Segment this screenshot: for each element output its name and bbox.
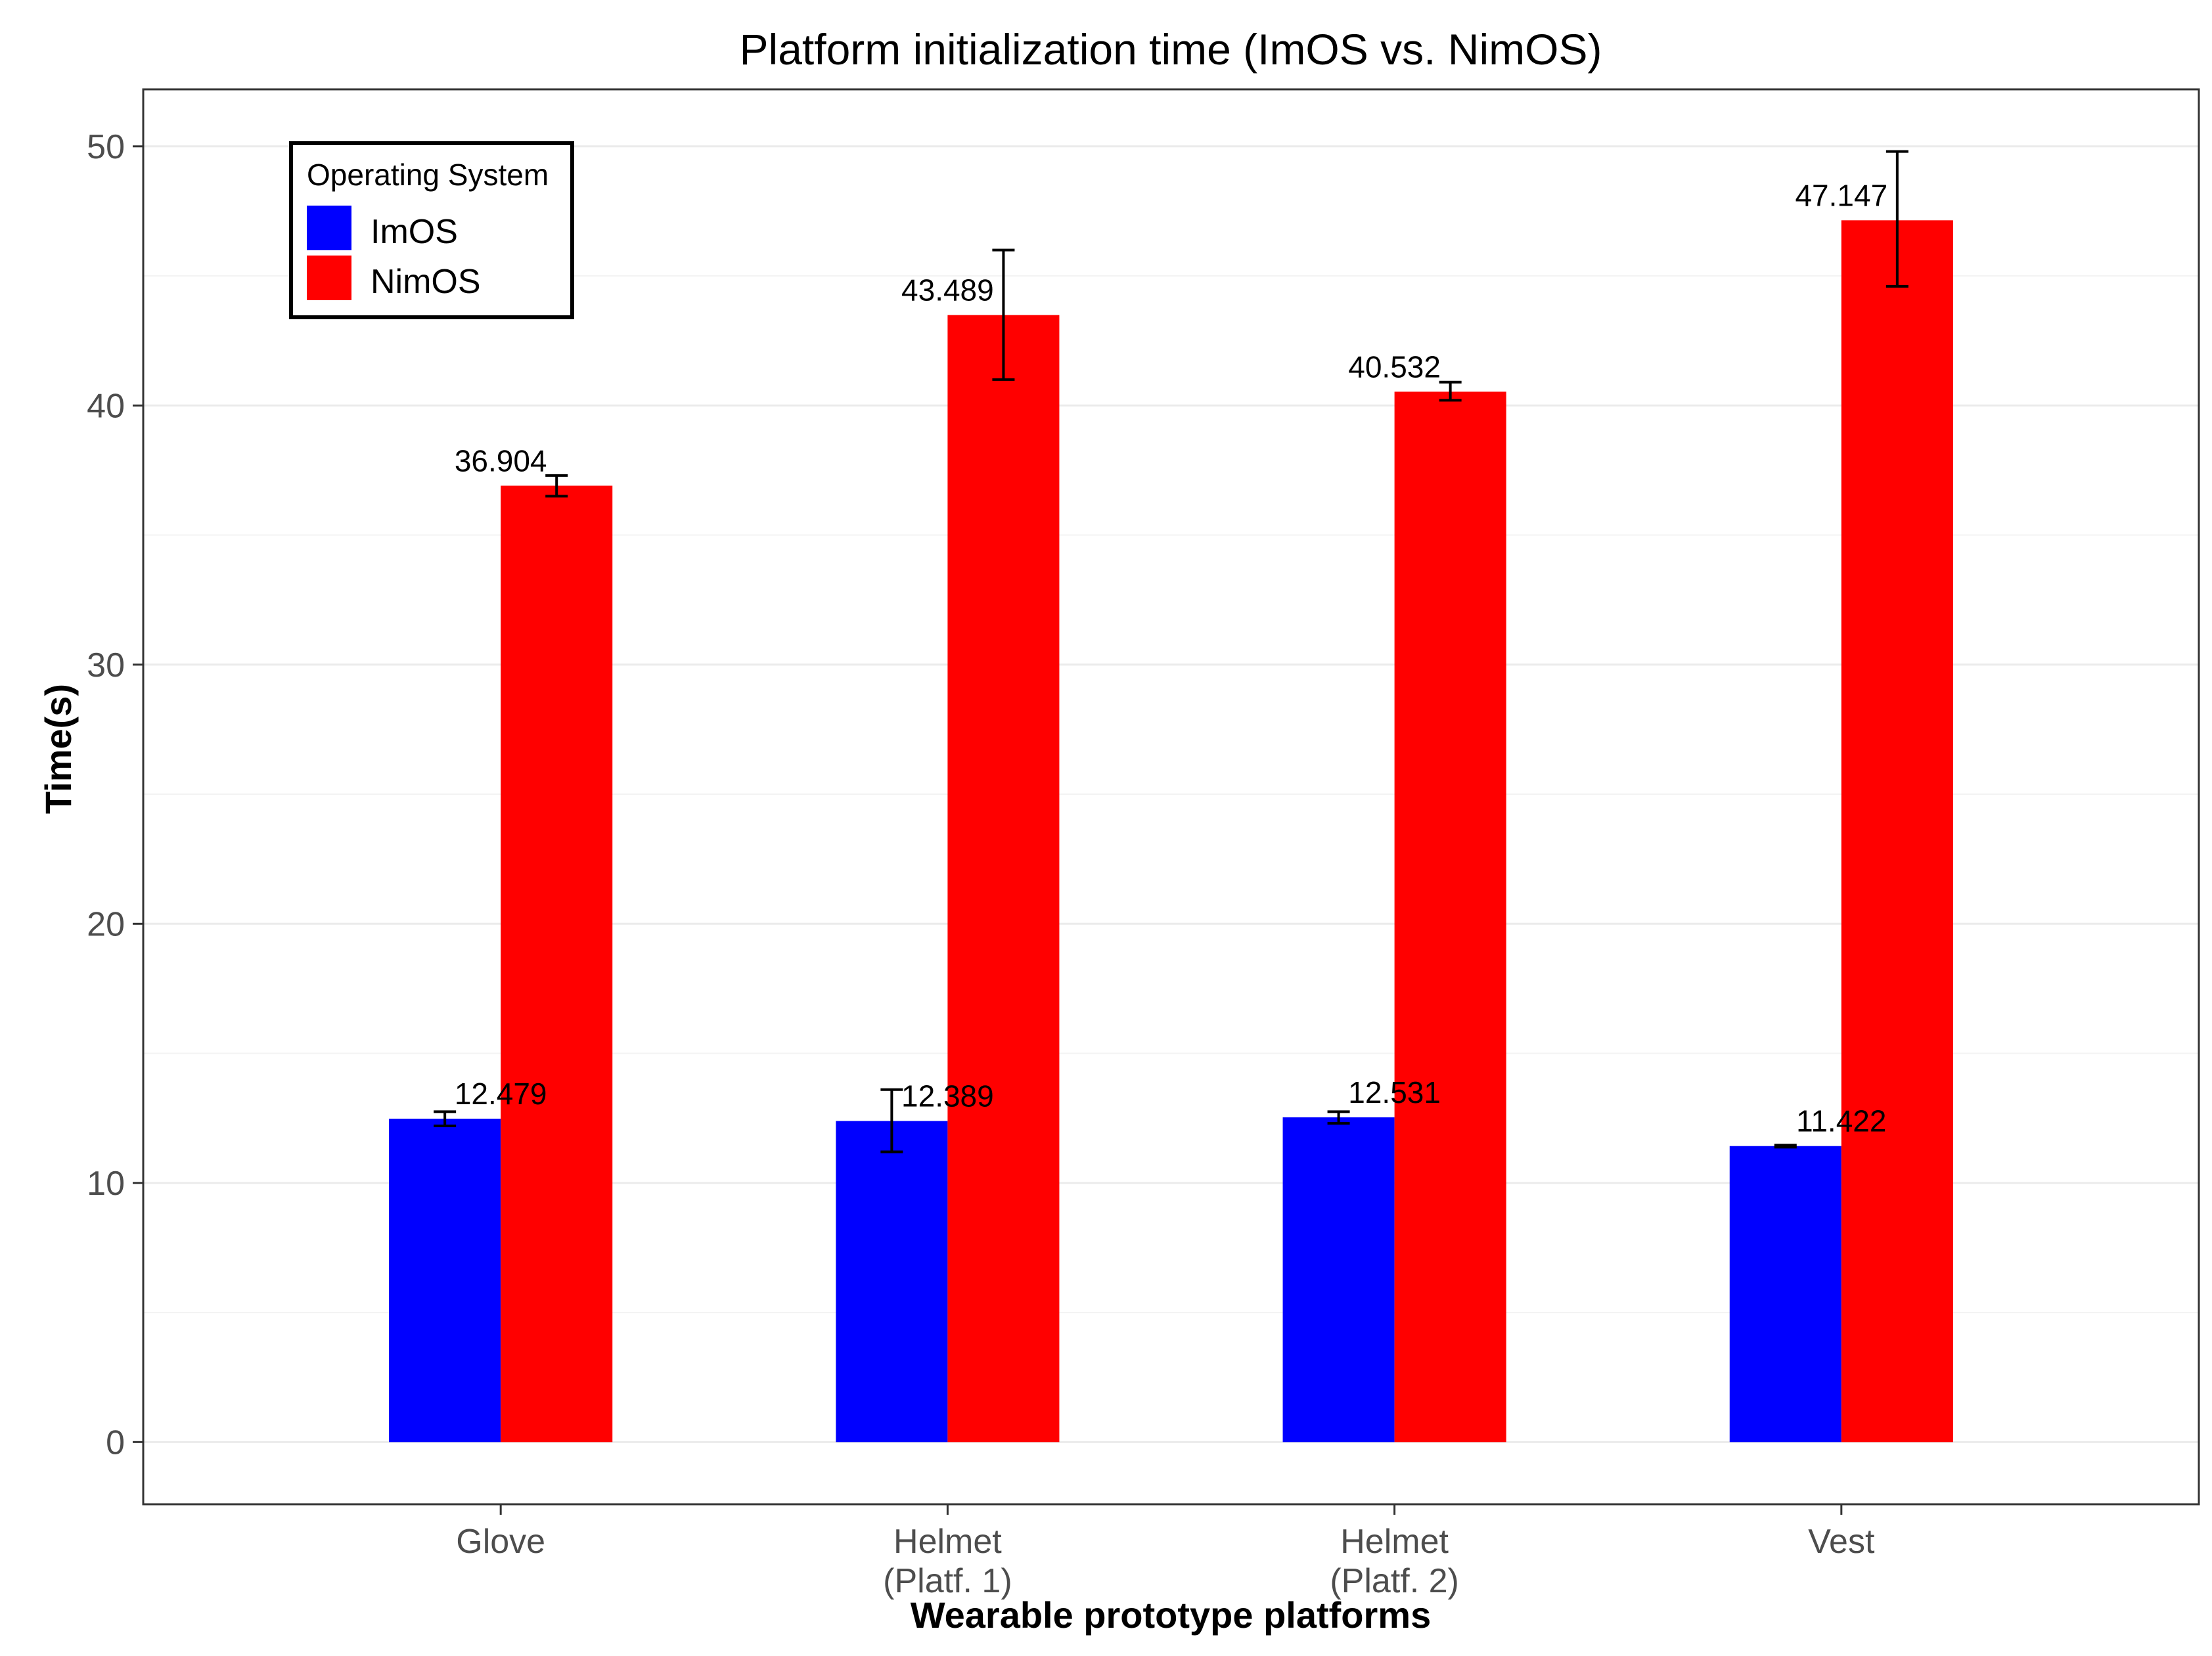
bar-imos [1729,1146,1841,1443]
value-label-layer: 12.479 12.389 12.531 11.422 36.904 43.489 40.5… [455,178,1887,1138]
y-tick-label: 40 [87,387,125,425]
errorbar-layer [434,150,1908,1153]
y-tick-label: 50 [87,128,125,166]
legend-title: Operating System [307,158,549,192]
y-tick-label: 20 [87,905,125,943]
legend-label-imos: ImOS [371,213,458,251]
value-label: 12.531 [1348,1075,1441,1109]
value-label: 47.147 [1795,178,1887,212]
legend: Operating System ImOS NimOS [289,141,574,319]
y-tick-label: 0 [106,1423,125,1462]
plot-panel-border [142,88,2200,1506]
chart-title: Platform initialization time (ImOS vs. N… [740,25,1602,74]
bar-nimos [1394,392,1506,1443]
bar-imos [389,1119,501,1443]
bar-layer [389,220,1953,1443]
y-tick-label: 10 [87,1165,125,1203]
value-label: 12.479 [455,1077,547,1111]
value-label: 12.389 [901,1079,994,1113]
value-label: 11.422 [1796,1104,1886,1138]
bar-nimos [1841,220,1953,1443]
y-tick-label: 30 [87,646,125,684]
x-tick-label: (Platf. 2) [1330,1562,1459,1600]
y-axis-title: Time(s) [37,684,79,814]
bar-imos [836,1121,948,1443]
x-axis-title: Wearable prototype platforms [911,1594,1431,1636]
bar-imos [1282,1117,1395,1443]
bar-nimos [501,485,613,1443]
x-tick-label: Vest [1808,1523,1875,1561]
x-tick-label: Glove [456,1523,545,1561]
value-label: 36.904 [455,443,547,478]
legend-label-nimos: NimOS [371,263,481,301]
legend-key-imos [307,206,351,250]
x-tick-label: Helmet [1340,1523,1449,1561]
x-tick-label: Helmet [893,1523,1002,1561]
x-tick-label: (Platf. 1) [883,1562,1012,1600]
value-label: 40.532 [1348,349,1441,384]
bar-nimos [947,315,1060,1443]
legend-key-nimos [307,256,351,300]
value-label: 43.489 [901,273,994,307]
